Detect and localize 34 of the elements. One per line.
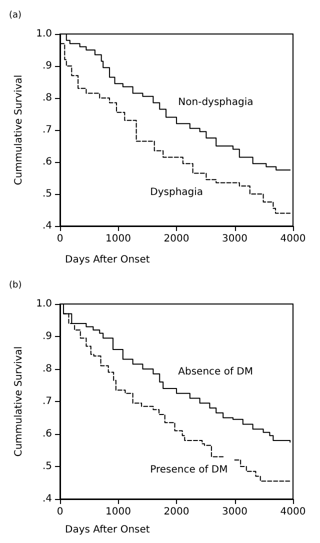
y-tick-label: 1.0 — [36, 298, 52, 310]
y-tick-label: .6 — [42, 156, 52, 168]
y-tick-label: .9 — [42, 331, 52, 342]
series-label: Dysphagia — [150, 186, 204, 198]
y-tick-label: .8 — [42, 92, 52, 104]
x-tick-label: 4000 — [280, 506, 306, 518]
y-tick-label: .8 — [42, 364, 52, 374]
x-tick-label: 3000 — [222, 506, 248, 518]
x-tick-label: 1000 — [106, 234, 131, 244]
series-label: Non-dysphagia — [178, 96, 254, 108]
series-label: Absence of DM — [178, 366, 254, 378]
y-tick-label: .4 — [42, 220, 52, 232]
y-tick-label: .7 — [42, 396, 52, 407]
y-tick-label: .4 — [42, 494, 52, 504]
x-axis-title: Days After Onset — [65, 524, 150, 536]
chart-title: (b) — [9, 280, 22, 290]
x-axis-title: Days After Onset — [65, 254, 150, 266]
x-tick-label: 3000 — [222, 234, 248, 244]
x-tick-label: 4000 — [280, 234, 306, 244]
x-tick-label: 1000 — [106, 506, 131, 518]
y-axis-title: Cummulative Survival — [14, 74, 24, 186]
y-tick-label: .9 — [42, 60, 52, 72]
chart-title: (a) — [9, 10, 22, 20]
y-tick-label: .6 — [42, 428, 52, 440]
y-tick-label: .5 — [42, 461, 52, 472]
y-tick-label: .5 — [42, 188, 52, 200]
x-tick-label: 0 — [56, 234, 64, 244]
series-label: Presence of DM — [150, 464, 228, 476]
x-tick-label: 0 — [56, 506, 64, 518]
x-tick-label: 2000 — [164, 506, 190, 518]
x-tick-label: 2000 — [164, 234, 190, 244]
y-tick-label: .7 — [42, 124, 52, 136]
y-axis-title: Cummulative Survival — [14, 346, 24, 457]
y-tick-label: 1.0 — [36, 28, 52, 40]
